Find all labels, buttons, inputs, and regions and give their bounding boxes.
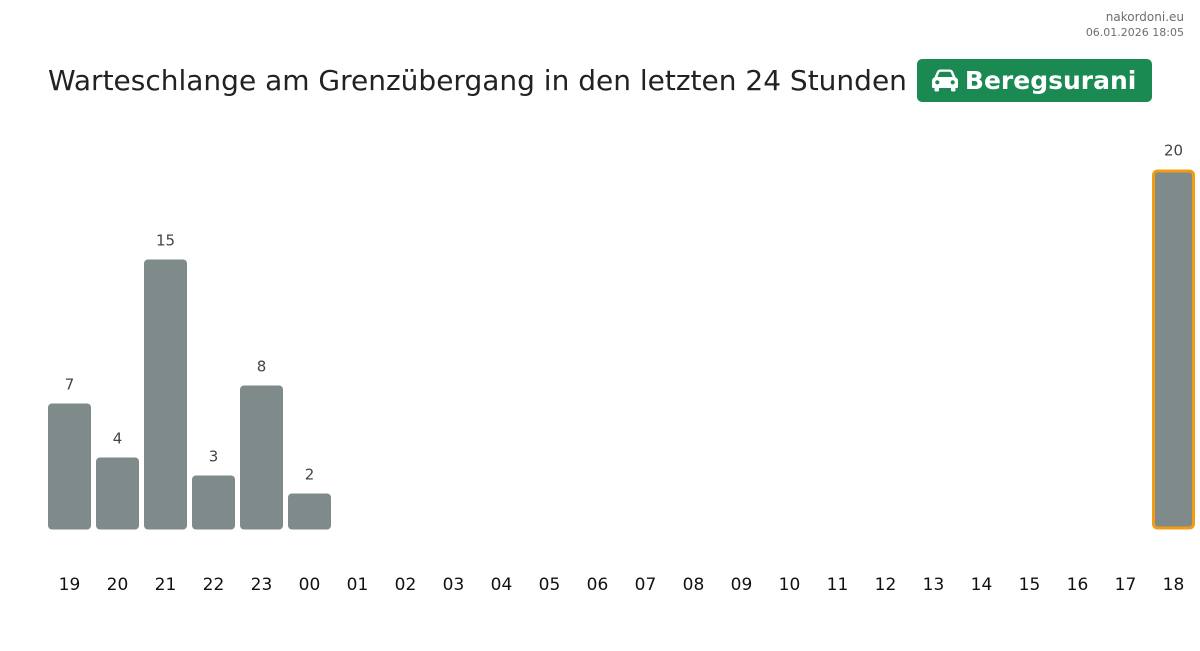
x-tick-label: 09 [731, 575, 753, 595]
x-tick-label: 07 [635, 575, 657, 595]
update-timestamp: 06.01.2026 18:05 [1085, 26, 1184, 39]
x-tick-label: 18 [1163, 575, 1185, 595]
bar[interactable] [288, 493, 331, 530]
bar[interactable] [240, 385, 283, 530]
x-tick-label: 22 [203, 575, 225, 595]
bar-value-label: 20 [1164, 142, 1183, 160]
x-tick-label: 13 [923, 575, 945, 595]
source-site[interactable]: nakordoni.eu [1105, 10, 1184, 24]
x-tick-label: 03 [443, 575, 465, 595]
bar-value-label: 3 [209, 448, 219, 466]
badge-label: Beregsurani [964, 65, 1137, 95]
x-tick-label: 05 [539, 575, 561, 595]
bar-current-hour[interactable] [1152, 169, 1195, 530]
x-tick-label: 04 [491, 575, 513, 595]
page-title: Warteschlange am Grenzübergang in den le… [48, 63, 907, 97]
x-tick-label: 02 [395, 575, 417, 595]
bar-value-label: 2 [305, 466, 315, 484]
bar[interactable] [48, 403, 91, 530]
x-tick-label: 15 [1019, 575, 1041, 595]
x-tick-label: 12 [875, 575, 897, 595]
x-tick-label: 23 [251, 575, 273, 595]
bar-value-label: 15 [156, 232, 175, 250]
x-tick-label: 19 [59, 575, 81, 595]
x-tick-label: 14 [971, 575, 993, 595]
bar-value-label: 7 [65, 376, 75, 394]
bar[interactable] [144, 259, 187, 530]
bar-value-label: 8 [257, 358, 267, 376]
x-tick-label: 00 [299, 575, 321, 595]
car-icon [931, 69, 958, 92]
border-crossing-badge[interactable]: Beregsurani [916, 58, 1153, 102]
title-row: Warteschlange am Grenzübergang in den le… [48, 58, 1153, 102]
x-tick-label: 16 [1067, 575, 1089, 595]
source-info: nakordoni.eu 06.01.2026 18:05 [1086, 9, 1184, 40]
x-tick-label: 21 [155, 575, 177, 595]
x-tick-label: 06 [587, 575, 609, 595]
x-tick-label: 01 [347, 575, 369, 595]
x-tick-label: 10 [779, 575, 801, 595]
x-tick-label: 17 [1115, 575, 1137, 595]
bar[interactable] [96, 457, 139, 530]
x-tick-label: 08 [683, 575, 705, 595]
bar[interactable] [192, 475, 235, 530]
bar-value-label: 4 [113, 430, 123, 448]
x-tick-label: 11 [827, 575, 849, 595]
x-tick-label: 20 [107, 575, 129, 595]
